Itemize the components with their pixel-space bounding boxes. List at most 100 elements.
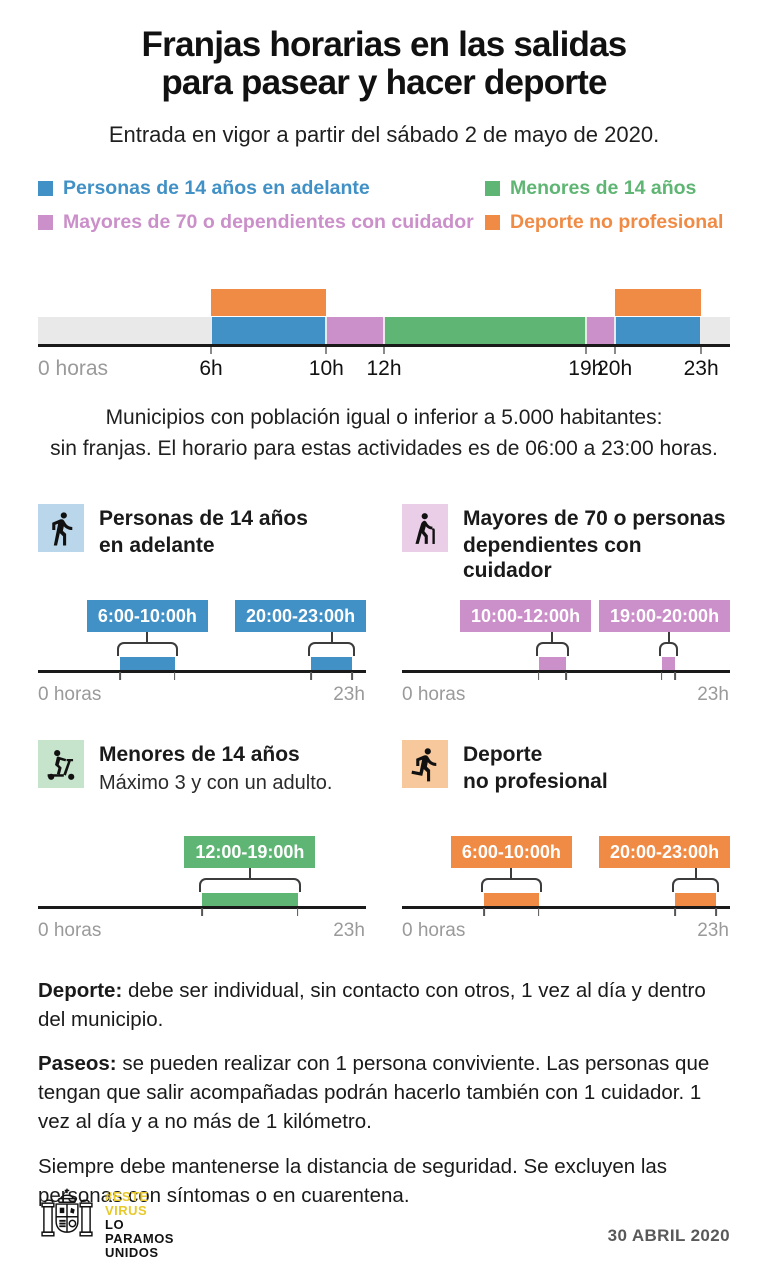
campaign-slogan: #ESTE VIRUS LO PARAMOS UNIDOS xyxy=(105,1186,174,1260)
legend-item-elderly: Mayores de 70 o dependientes con cuidado… xyxy=(38,210,485,233)
panel-sport: Deporte no profesional 0 horas 23h 6:00-… xyxy=(402,740,731,946)
mini-timeline-children: 0 horas 23h 12:00-19:00h xyxy=(38,836,366,946)
timeline-segment xyxy=(385,317,585,345)
mini-timeline-tick xyxy=(537,672,540,681)
footnote-sport: Deporte: debe ser individual, sin contac… xyxy=(38,976,730,1034)
mini-axis-end-label: 23h xyxy=(697,920,729,942)
panel-adults: Personas de 14 años en adelante 0 horas … xyxy=(38,504,367,710)
timeline-overlay-row xyxy=(38,289,730,317)
spain-coat-of-arms-icon xyxy=(41,1188,93,1237)
mini-axis-line xyxy=(38,906,366,909)
campaign-line: PARAMOS xyxy=(105,1231,174,1247)
timeline-tick-label: 19h xyxy=(568,357,604,381)
mini-timeline-segment xyxy=(120,657,175,671)
panel-title-block: Menores de 14 años Máximo 3 y con un adu… xyxy=(99,740,332,795)
timeline-tick-label: 20h xyxy=(597,357,633,381)
timeline-segment xyxy=(586,317,614,345)
panel-header: Menores de 14 años Máximo 3 y con un adu… xyxy=(38,740,366,812)
mini-timeline-elderly: 0 horas 23h 10:00-12:00h 19:00-20:00h xyxy=(402,600,731,710)
timeline-tick xyxy=(584,347,587,355)
panel-subtitle: Máximo 3 y con un adulto. xyxy=(99,772,333,795)
child-scooter-icon xyxy=(38,740,84,789)
mini-axis-end-label: 23h xyxy=(697,684,729,706)
timeline-overlay-segment xyxy=(614,289,702,317)
mini-timeline-segment xyxy=(675,893,717,907)
publication-date: 30 ABRIL 2020 xyxy=(607,1226,730,1245)
panel-header: Deporte no profesional xyxy=(402,740,730,812)
bracket-stem xyxy=(667,632,670,643)
walking-person-icon xyxy=(38,504,84,553)
elderly-person-cane-icon xyxy=(402,504,448,553)
campaign-line: VIRUS xyxy=(105,1203,148,1219)
panel-title: Personas de 14 años xyxy=(99,507,308,531)
campaign-line: UNIDOS xyxy=(105,1245,159,1261)
mini-axis-start-label: 0 horas xyxy=(38,920,102,942)
note-line-1: Municipios con población igual o inferio… xyxy=(105,406,663,430)
time-slot-chip: 20:00-23:00h xyxy=(235,600,367,633)
mini-timeline-tick xyxy=(674,672,677,681)
mini-timeline-tick xyxy=(674,908,677,917)
timeline-overlay-segment xyxy=(211,289,327,317)
mini-timeline-tick xyxy=(310,672,313,681)
mini-axis-end-label: 23h xyxy=(333,684,365,706)
panel-title-block: Personas de 14 años en adelante xyxy=(99,504,308,561)
municipality-note: Municipios con población igual o inferio… xyxy=(38,403,730,464)
timeline-start-label: 0 horas xyxy=(38,357,109,381)
mini-timeline-tick xyxy=(201,908,203,917)
time-slot-chip: 12:00-19:00h xyxy=(184,836,316,869)
legend-swatch-purple xyxy=(38,214,53,230)
footer: #ESTE VIRUS LO PARAMOS UNIDOS 30 ABRIL 2020 xyxy=(38,1186,730,1262)
bracket-shape xyxy=(481,878,542,893)
government-emblem-block: #ESTE VIRUS LO PARAMOS UNIDOS xyxy=(38,1186,174,1262)
legend-item-children: Menores de 14 años xyxy=(485,177,730,200)
panel-children: Menores de 14 años Máximo 3 y con un adu… xyxy=(38,740,366,946)
panel-title-block: Deporte no profesional xyxy=(463,740,608,797)
footnote-lead: Paseos: xyxy=(38,1052,117,1076)
time-slot-chip: 6:00-10:00h xyxy=(86,600,208,633)
panel-elderly: Mayores de 70 o personas dependientes co… xyxy=(402,504,731,710)
panel-title-line2 xyxy=(99,767,332,769)
legend-label: Menores de 14 años xyxy=(510,177,697,200)
mini-axis-start-label: 0 horas xyxy=(402,920,466,942)
mini-axis-end-label: 23h xyxy=(333,920,365,942)
mini-timeline-segment xyxy=(311,657,353,671)
time-slot-chip: 6:00-10:00h xyxy=(450,836,572,869)
legend-swatch-orange xyxy=(485,214,500,230)
bracket-shape xyxy=(308,642,356,657)
timeline-segment xyxy=(212,317,326,345)
panel-title-block: Mayores de 70 o personas dependientes co… xyxy=(463,504,730,587)
timeline-segment xyxy=(615,317,701,345)
timeline-tick xyxy=(700,347,703,355)
timeline-axis-line xyxy=(38,344,730,348)
panel-title-line2: en adelante xyxy=(99,534,215,558)
legend-label: Personas de 14 años en adelante xyxy=(63,177,370,200)
timeline-tick-label: 23h xyxy=(683,357,719,381)
footnote-text: Siempre debe mantenerse la distancia de … xyxy=(38,1154,668,1207)
mini-timeline-tick xyxy=(715,908,718,917)
footnote-text: se pueden realizar con 1 persona convivi… xyxy=(38,1052,710,1134)
mini-timeline-segment xyxy=(661,657,676,671)
legend-label: Mayores de 70 o dependientes con cuidado… xyxy=(63,210,474,233)
timeline-tick-label: 10h xyxy=(308,357,344,381)
mini-timeline-tick xyxy=(565,672,567,681)
mini-timeline-tick xyxy=(351,672,354,681)
timeline-tick xyxy=(383,347,385,355)
legend-item-adults: Personas de 14 años en adelante xyxy=(38,177,485,200)
panel-header: Mayores de 70 o personas dependientes co… xyxy=(402,504,730,582)
timeline-tick xyxy=(210,347,212,355)
timeline-segment xyxy=(327,317,383,345)
timeline-tick-label: 12h xyxy=(366,357,402,381)
page-title: Franjas horarias en las salidas para pas… xyxy=(38,25,730,102)
timeline-tick xyxy=(613,347,616,355)
footnote-text: debe ser individual, sin contacto con ot… xyxy=(38,979,706,1032)
mini-timeline-segment xyxy=(538,657,566,671)
panel-title-line2: dependientes con cuidador xyxy=(463,534,642,583)
legend-swatch-green xyxy=(485,181,500,197)
mini-axis-line xyxy=(402,906,730,909)
mini-timeline-tick xyxy=(483,908,485,917)
mini-timeline-tick xyxy=(119,672,121,681)
panel-title: Deporte xyxy=(463,743,543,767)
mini-timeline-tick xyxy=(173,672,176,681)
title-line-1: Franjas horarias en las salidas xyxy=(141,25,628,64)
bracket-stem xyxy=(146,632,149,643)
